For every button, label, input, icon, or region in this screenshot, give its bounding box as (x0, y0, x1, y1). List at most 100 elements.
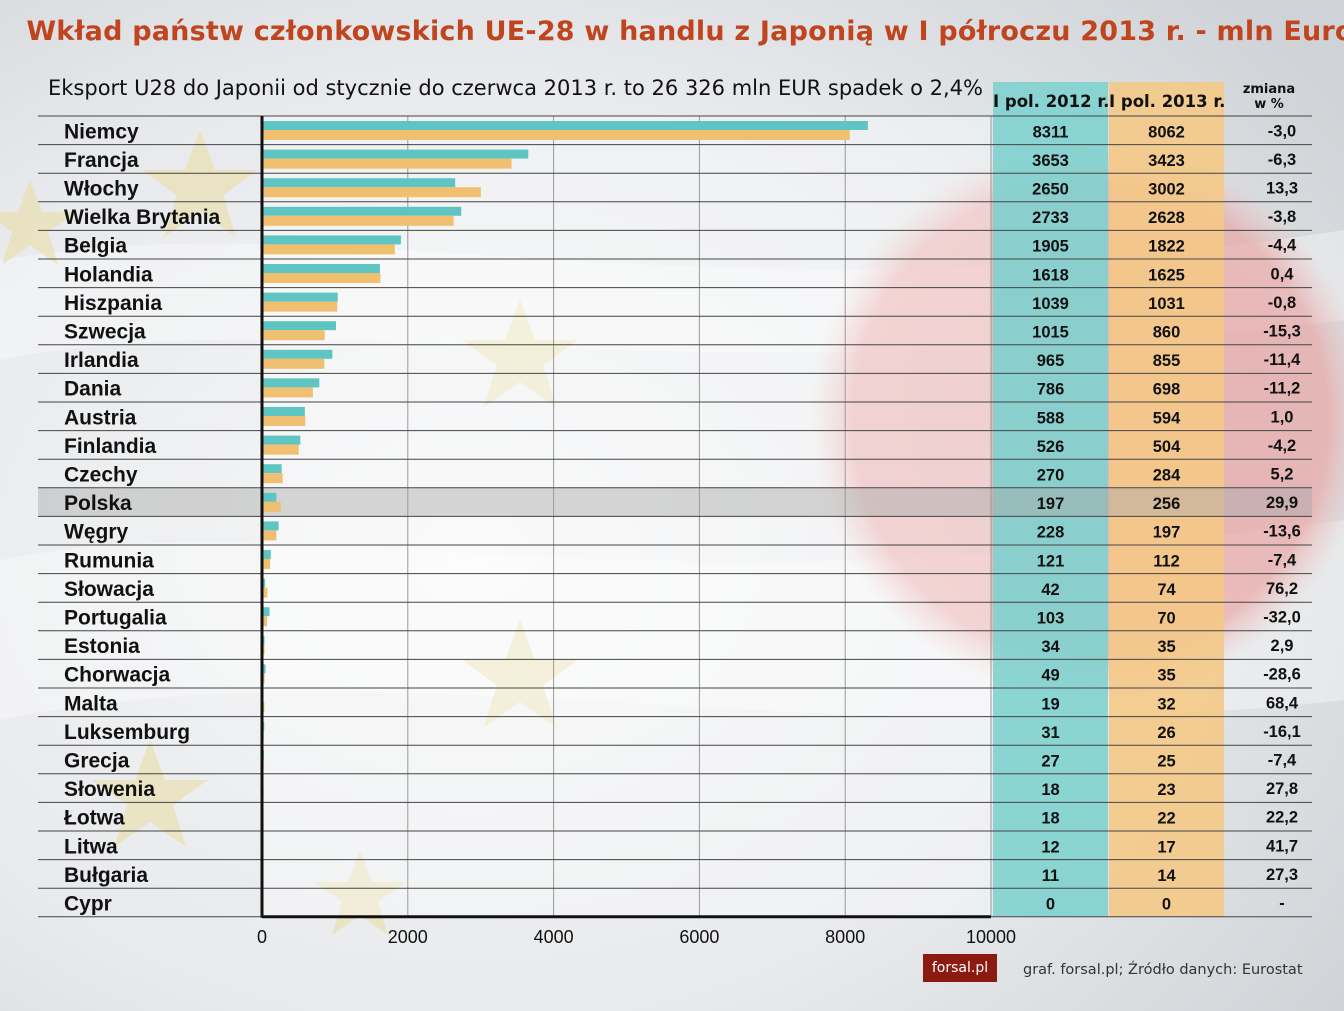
change-value: 13,3 (1266, 180, 1298, 198)
bar-2012 (262, 264, 380, 273)
value-2013: 2628 (1148, 209, 1185, 227)
bar-2012 (262, 464, 282, 474)
bar-2013 (262, 273, 381, 283)
value-2013: 1625 (1148, 266, 1185, 284)
change-value: 29,9 (1266, 494, 1298, 512)
change-value: -7,4 (1268, 752, 1297, 770)
value-2012: 19 (1041, 695, 1059, 713)
bar-2012 (262, 435, 301, 445)
change-value: -13,6 (1263, 523, 1301, 541)
change-header-line2: w % (1254, 97, 1284, 112)
change-value: 27,8 (1266, 780, 1298, 798)
value-2013: 35 (1157, 638, 1175, 656)
bar-2012 (262, 206, 462, 216)
value-2013: 594 (1153, 409, 1181, 427)
category-label: Irlandia (64, 349, 139, 372)
bar-2012 (262, 321, 336, 331)
category-label: Finlandia (64, 435, 156, 458)
bar-2013 (262, 501, 281, 512)
value-2012: 197 (1037, 495, 1065, 513)
value-2012: 1618 (1032, 266, 1069, 284)
value-2013: 74 (1157, 581, 1176, 599)
value-2012: 965 (1037, 352, 1065, 370)
category-label: Łotwa (64, 807, 125, 830)
column-header-2012: I pol. 2012 r. (993, 92, 1110, 111)
category-label: Szwecja (64, 321, 146, 344)
column-bg-2012 (993, 82, 1108, 917)
bar-2013 (262, 416, 306, 426)
bar-2013 (262, 559, 271, 569)
value-2012: 103 (1037, 610, 1065, 628)
bar-2013 (262, 530, 277, 541)
value-2013: 112 (1153, 552, 1180, 570)
bar-2013 (262, 330, 325, 341)
value-2013: 26 (1157, 724, 1175, 742)
value-2012: 1905 (1032, 238, 1069, 256)
x-tick-label: 8000 (825, 927, 865, 947)
category-label: Bułgaria (64, 864, 148, 887)
change-value: - (1279, 895, 1285, 913)
value-2013: 70 (1157, 610, 1175, 628)
change-value: -28,6 (1263, 666, 1301, 684)
value-2013: 1031 (1148, 295, 1185, 313)
category-label: Holandia (64, 263, 153, 286)
bar-2012 (262, 521, 279, 531)
value-2012: 786 (1037, 381, 1065, 399)
bar-2012 (262, 292, 338, 302)
change-value: -0,8 (1268, 294, 1296, 312)
column-header-2013: I pol. 2013 r. (1109, 92, 1226, 111)
change-value: -4,4 (1268, 237, 1297, 255)
value-2012: 31 (1041, 724, 1059, 742)
category-label: Grecja (64, 750, 130, 773)
category-label: Czechy (64, 464, 138, 487)
value-2012: 42 (1041, 581, 1059, 599)
value-2013: 256 (1153, 495, 1181, 513)
chart-subtitle: Eksport U28 do Japonii od stycznie do cz… (48, 76, 983, 100)
value-2012: 0 (1046, 896, 1055, 914)
category-label: Słowenia (64, 778, 155, 801)
category-label: Cypr (64, 893, 112, 916)
value-2013: 35 (1157, 667, 1175, 685)
category-label: Litwa (64, 835, 118, 858)
value-2012: 12 (1041, 838, 1059, 856)
change-value: -3,8 (1268, 208, 1296, 226)
change-value: 68,4 (1266, 694, 1299, 712)
bar-2013 (262, 473, 283, 484)
change-value: -32,0 (1263, 609, 1301, 627)
change-value: -11,2 (1264, 380, 1301, 398)
bar-2012 (262, 578, 266, 588)
source-note: graf. forsal.pl; Źródło danych: Eurostat (1023, 962, 1303, 978)
value-2013: 284 (1153, 467, 1181, 485)
change-value: -4,2 (1268, 437, 1296, 455)
category-label: Niemcy (64, 120, 139, 143)
value-2012: 18 (1041, 781, 1059, 799)
change-value: -16,1 (1263, 723, 1301, 741)
bar-2013 (262, 387, 313, 398)
category-label: Belgia (64, 235, 127, 258)
value-2012: 2733 (1032, 209, 1069, 227)
bar-2013 (262, 187, 481, 198)
change-value: -6,3 (1268, 151, 1296, 169)
change-value: 1,0 (1271, 408, 1294, 426)
value-2013: 14 (1157, 867, 1176, 885)
bar-2012 (262, 550, 271, 559)
bar-2012 (262, 378, 320, 388)
change-value: 2,9 (1271, 637, 1294, 655)
change-value: 27,3 (1266, 866, 1298, 884)
value-2013: 197 (1153, 524, 1181, 542)
value-2012: 18 (1041, 810, 1059, 828)
value-2013: 25 (1157, 753, 1175, 771)
bar-2013 (262, 130, 850, 140)
category-label: Francja (64, 149, 139, 172)
value-2013: 3423 (1148, 152, 1185, 170)
value-2012: 34 (1041, 638, 1060, 656)
bar-2013 (262, 616, 268, 627)
value-2013: 855 (1153, 352, 1181, 370)
value-2012: 8311 (1033, 123, 1069, 141)
category-label: Włochy (64, 178, 139, 201)
category-label: Austria (64, 406, 137, 429)
change-value: 41,7 (1266, 837, 1298, 855)
bar-2012 (262, 235, 401, 245)
category-label: Słowacja (64, 578, 154, 601)
bar-2012 (262, 149, 529, 159)
